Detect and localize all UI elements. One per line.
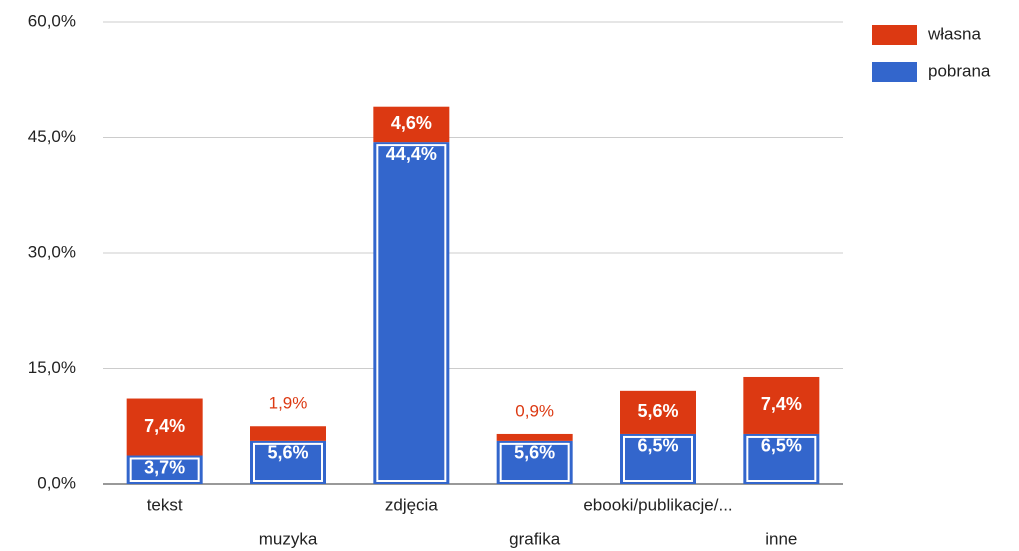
value-label: 3,7% [144,457,185,477]
legend-swatch [872,25,917,45]
bar-segment [373,106,450,143]
y-tick-label: 30,0% [28,242,76,261]
y-tick-label: 45,0% [28,127,76,146]
y-tick-label: 15,0% [28,358,76,377]
bar-segment [126,398,203,456]
bar-segment [620,433,696,484]
value-label: 44,4% [386,144,437,164]
value-label: 1,9% [269,394,308,413]
bar-segment [743,433,820,484]
value-label: 6,5% [637,436,678,456]
y-tick-label: 0,0% [37,473,76,492]
value-label: 5,6% [514,443,555,463]
y-tick-label: 60,0% [28,11,76,30]
bar-segment [126,455,203,484]
bar-segment [250,440,326,484]
segment-frame [129,457,200,483]
segment-frame [253,442,323,483]
bar-segment [250,426,326,441]
x-tick-label: ebooki/publikacje/... [583,495,732,514]
x-tick-label: inne [765,529,797,548]
x-tick-label: grafika [509,529,561,548]
value-label: 7,4% [144,416,185,436]
segment-frame [376,144,447,482]
legend-swatch [872,62,917,82]
value-label: 7,4% [761,394,802,414]
value-label: 5,6% [267,443,308,463]
legend-label: własna [927,24,981,43]
x-tick-label: zdjęcia [385,495,438,514]
bar-segment [620,390,696,434]
segment-frame [499,442,570,483]
legend-label: pobrana [928,61,991,80]
bar-segment [496,433,573,441]
segment-frame [623,435,693,483]
x-tick-label: muzyka [259,529,318,548]
value-label: 6,5% [761,436,802,456]
value-label: 5,6% [637,401,678,421]
x-tick-label: tekst [147,495,183,514]
bar-segment [373,142,450,484]
bar-segment [496,440,573,484]
value-label: 0,9% [515,401,554,420]
value-label: 4,6% [391,113,432,133]
bar-segment [743,376,820,434]
segment-frame [746,435,817,483]
